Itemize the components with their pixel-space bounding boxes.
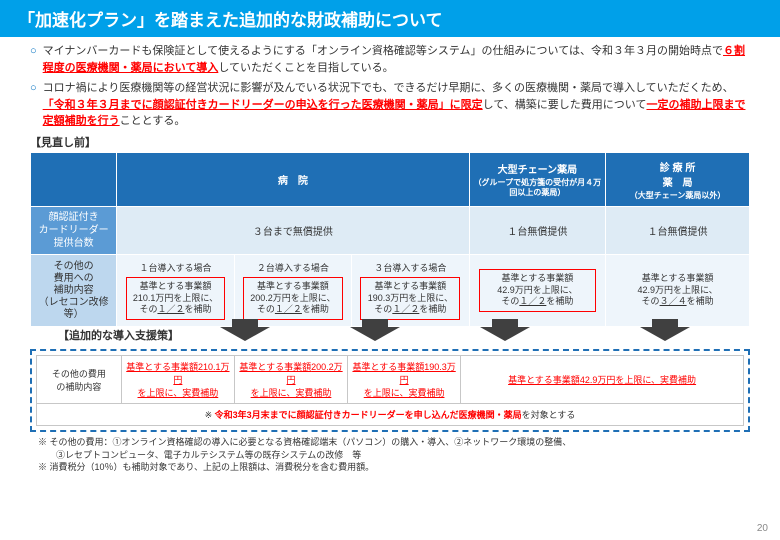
arrow-down-icon (220, 327, 270, 341)
th-clinic: 診 療 所 薬 局（大型チェーン薬局以外） (606, 152, 750, 207)
footnotes: ※ その他の費用：①オンライン資格確認の導入に必要となる資格確認端末（パソコン）… (30, 436, 750, 474)
before-table: 病 院 大型チェーン薬局（グループで処方箋の受付が月４万回以上の薬局） 診 療 … (30, 152, 750, 328)
support-label: 【追加的な導入支援策】 (58, 327, 179, 343)
bullet-1: ○ マイナンバーカードも保険証として使えるようにする「オンライン資格確認等システ… (30, 43, 750, 76)
page-title: 「加速化プラン」を踏まえた追加的な財政補助について (0, 0, 780, 37)
row1-label: 顔認証付き カードリーダー 提供台数 (31, 207, 117, 255)
arrow-down-icon (350, 327, 400, 341)
footnote-2: ③レセプトコンピュータ、電子カルテシステム等の既存システムの改修 等 (38, 449, 750, 462)
bullet-mark: ○ (30, 43, 37, 76)
red-box-2: 基準とする事業額200.2万円を上限に、その１／２を補助 (243, 277, 343, 320)
t2-c2: 基準とする事業額200.2万円を上限に、実費補助 (234, 356, 347, 404)
t2-c1: 基準とする事業額210.1万円を上限に、実費補助 (121, 356, 234, 404)
th-hospital: 病 院 (117, 152, 469, 207)
red-box-1: 基準とする事業額210.1万円を上限に、その１／２を補助 (126, 277, 226, 320)
footnote-1: ※ その他の費用：①オンライン資格確認の導入に必要となる資格確認端末（パソコン）… (38, 436, 750, 449)
footnote-3: ※ 消費税分（10％）も補助対象であり、上記の上限額は、消費税分を含む費用額。 (38, 461, 750, 474)
cell-clinic-reader: １台無償提供 (606, 207, 750, 255)
support-box: その他の費用 の補助内容 基準とする事業額210.1万円を上限に、実費補助 基準… (30, 349, 750, 432)
th-blank (31, 152, 117, 207)
red-box-4: 基準とする事業額42.9万円を上限に、その１／２を補助 (479, 269, 596, 312)
t2-c3: 基準とする事業額190.3万円を上限に、実費補助 (348, 356, 461, 404)
arrow-down-icon (480, 327, 530, 341)
bullet-1-text: マイナンバーカードも保険証として使えるようにする「オンライン資格確認等システム」… (43, 43, 750, 76)
emphasis-red: 「令和３年３月までに顔認証付きカードリーダーの申込を行った医療機関・薬局」に限定 (43, 99, 483, 111)
red-box-3: 基準とする事業額190.3万円を上限に、その１／２を補助 (360, 277, 460, 320)
t2-rowhead: その他の費用 の補助内容 (37, 356, 122, 404)
cell-case1: １台導入する場合 基準とする事業額210.1万円を上限に、その１／２を補助 (117, 255, 234, 327)
th-chain: 大型チェーン薬局（グループで処方箋の受付が月４万回以上の薬局） (469, 152, 606, 207)
arrows (160, 327, 750, 341)
before-label: 【見直し前】 (30, 134, 750, 150)
cell-clinic-cost: 基準とする事業額42.9万円を上限に、その３／４を補助 (606, 255, 750, 327)
arrow-down-icon (640, 327, 690, 341)
cell-case2: ２台導入する場合 基準とする事業額200.2万円を上限に、その１／２を補助 (234, 255, 351, 327)
bullet-mark: ○ (30, 80, 37, 130)
page-number: 20 (757, 523, 768, 534)
t2-c4: 基準とする事業額42.9万円を上限に、実費補助 (461, 356, 744, 404)
row2-label: その他の 費用への 補助内容 （レセコン改修等） (31, 255, 117, 327)
cell-hosp-reader: ３台まで無償提供 (117, 207, 469, 255)
cell-case3: ３台導入する場合 基準とする事業額190.3万円を上限に、その１／２を補助 (352, 255, 469, 327)
main-content: ○ マイナンバーカードも保険証として使えるようにする「オンライン資格確認等システ… (0, 37, 780, 474)
cell-chain-cost: 基準とする事業額42.9万円を上限に、その１／２を補助 (469, 255, 606, 327)
support-table: その他の費用 の補助内容 基準とする事業額210.1万円を上限に、実費補助 基準… (36, 355, 744, 426)
t2-note: ※ 令和3年3月末までに顔認証付きカードリーダーを申し込んだ医療機関・薬局を対象… (37, 404, 744, 426)
bullet-2-text: コロナ禍により医療機関等の経営状況に影響が及んでいる状況下でも、できるだけ早期に… (43, 80, 750, 130)
bullet-2: ○ コロナ禍により医療機関等の経営状況に影響が及んでいる状況下でも、できるだけ早… (30, 80, 750, 130)
cell-chain-reader: １台無償提供 (469, 207, 606, 255)
